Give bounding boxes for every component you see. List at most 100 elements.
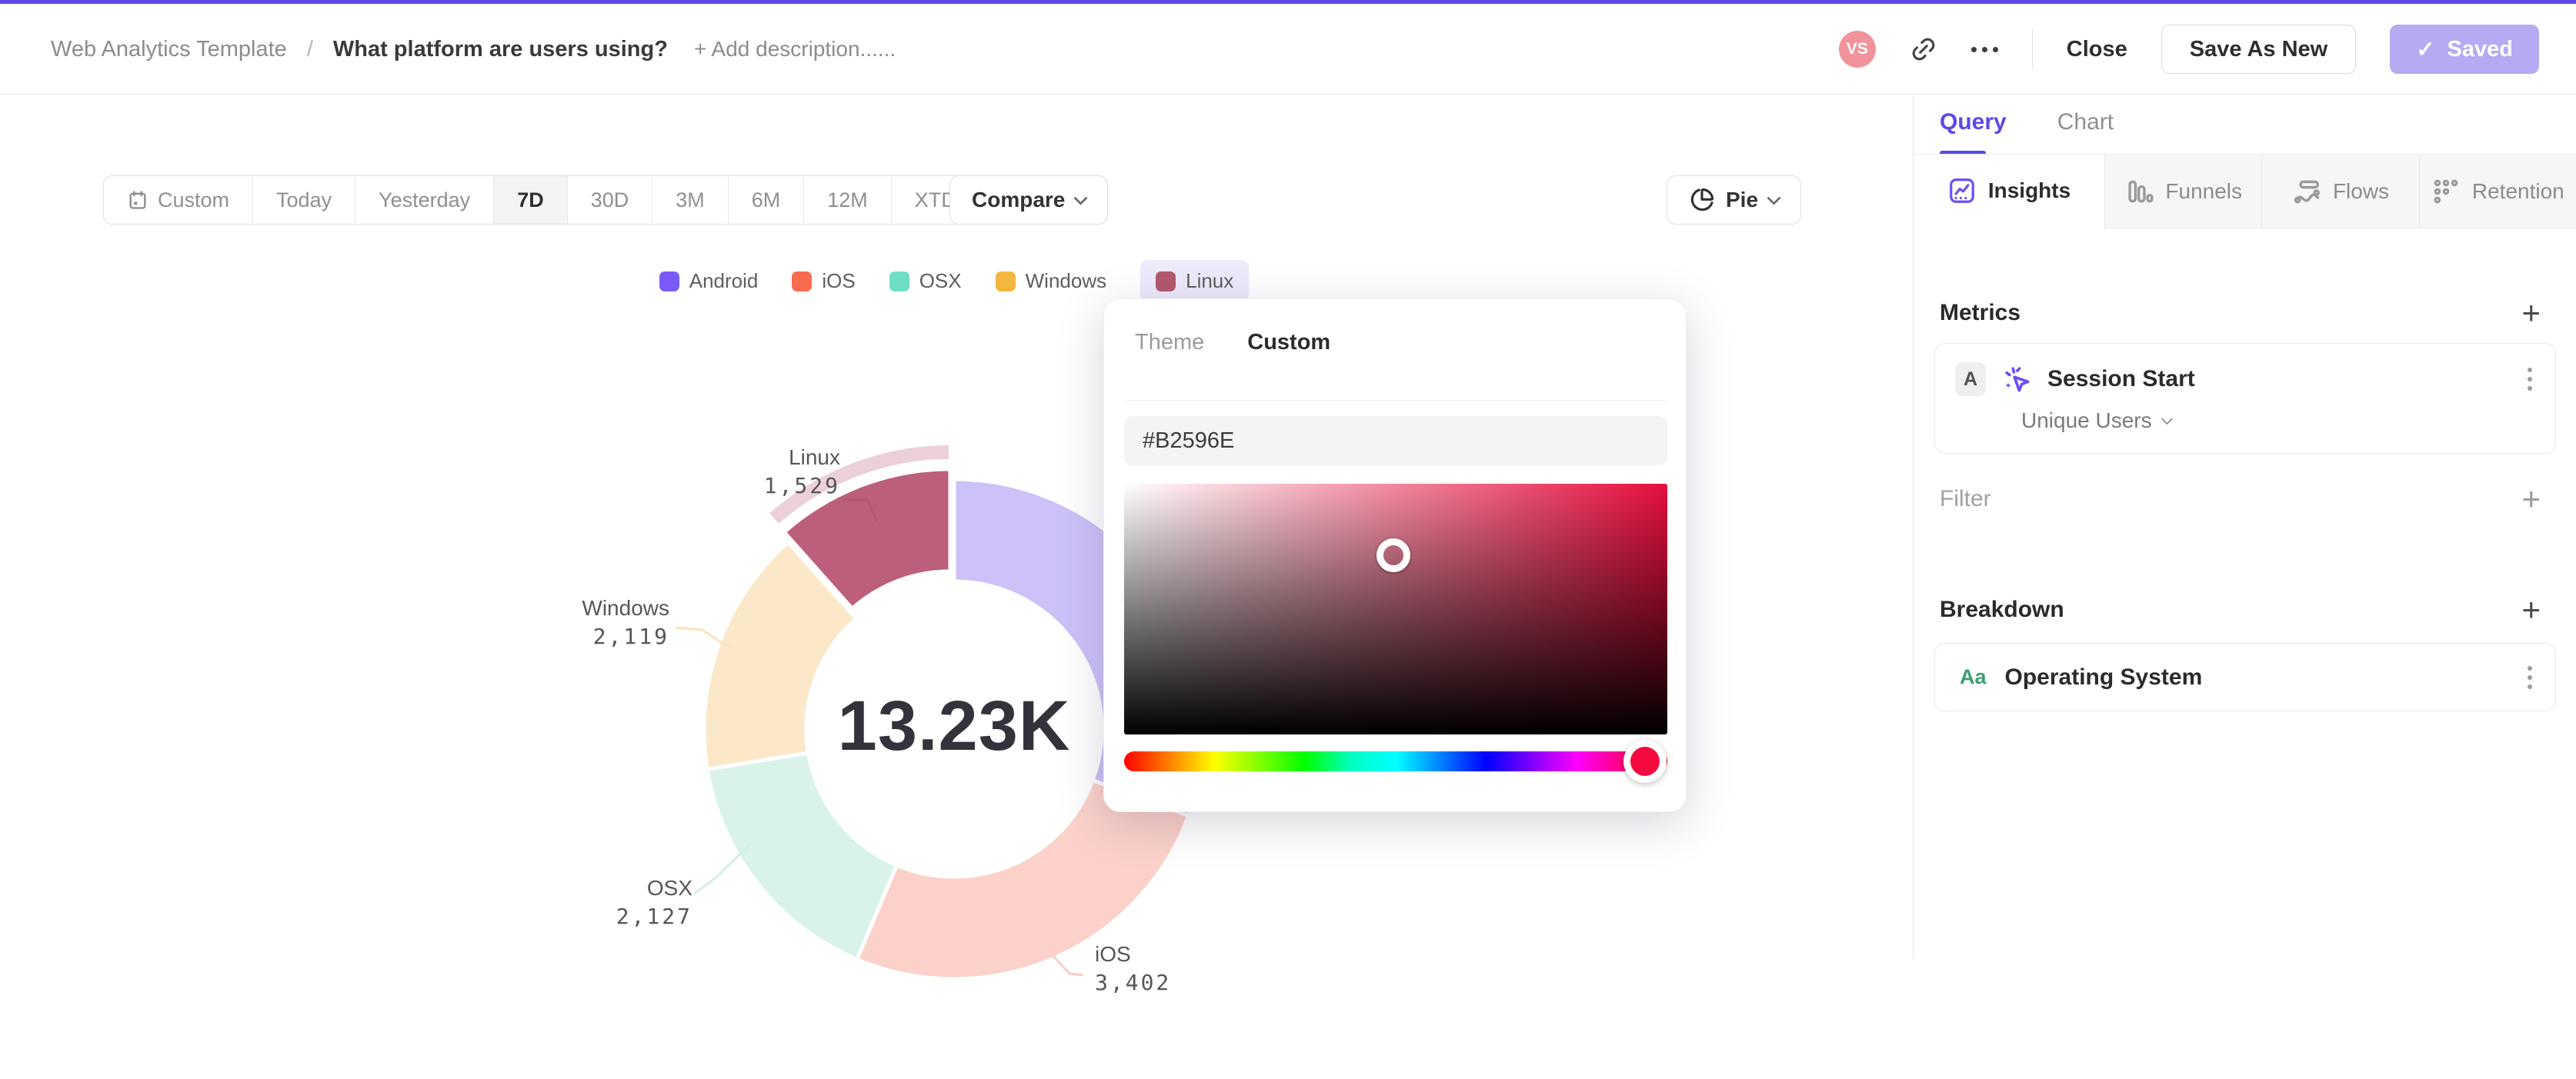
- tab-theme[interactable]: Theme: [1135, 330, 1205, 355]
- sidebar: Query Chart Insights Funnels Flows Retentio…: [1914, 95, 2576, 958]
- view-tab-retention[interactable]: Retention: [2418, 155, 2576, 228]
- metric-aggregation-label: Unique Users: [2021, 408, 2152, 432]
- callout-windows: Windows 2,119: [508, 594, 669, 651]
- hue-slider[interactable]: [1124, 740, 1667, 783]
- breakdown-card[interactable]: Aa Operating System: [1934, 643, 2556, 711]
- callout-name: OSX: [646, 876, 692, 900]
- header-actions: VS Close Save As New ✓ Saved: [1838, 4, 2539, 95]
- color-picker-tabs: Theme Custom: [1135, 330, 1330, 355]
- leader-line-osx: [693, 842, 752, 895]
- date-range-today[interactable]: Today: [253, 176, 356, 224]
- breadcrumb: Web Analytics Template / What platform a…: [51, 4, 896, 95]
- leader-line-windows: [675, 626, 732, 650]
- callout-value: 2,127: [616, 904, 692, 929]
- metrics-heading: Metrics: [1940, 300, 2021, 325]
- legend-item-osx[interactable]: OSX: [889, 260, 962, 302]
- legend-swatch: [1156, 271, 1176, 291]
- share-link-icon[interactable]: [1910, 35, 1937, 63]
- donut-chart: [608, 383, 1300, 1075]
- legend-item-windows[interactable]: Windows: [995, 260, 1106, 302]
- panel-divider: [1913, 95, 1914, 958]
- save-as-new-button[interactable]: Save As New: [2161, 25, 2357, 74]
- legend-item-linux[interactable]: Linux: [1140, 260, 1250, 302]
- callout-ios: iOS 3,402: [1095, 940, 1264, 997]
- metric-card[interactable]: A Session Start Unique Users: [1934, 343, 2556, 454]
- tab-query[interactable]: Query: [1940, 109, 2007, 155]
- date-range-30d[interactable]: 30D: [568, 176, 653, 224]
- tab-chart[interactable]: Chart: [2057, 109, 2114, 135]
- date-range-yesterday[interactable]: Yesterday: [355, 176, 495, 224]
- callout-name: iOS: [1095, 942, 1131, 966]
- legend-swatch: [792, 271, 813, 291]
- legend-item-ios[interactable]: iOS: [792, 260, 856, 302]
- callout-value: 3,402: [1095, 970, 1172, 995]
- breadcrumb-root-link[interactable]: Web Analytics Template: [51, 36, 287, 62]
- page-title[interactable]: What platform are users using?: [332, 36, 668, 62]
- chevron-down-icon: [1767, 190, 1781, 205]
- header-divider: [2031, 29, 2033, 69]
- slice-windows[interactable]: [702, 540, 858, 771]
- legend-label: OSX: [919, 269, 962, 292]
- picker-divider: [1124, 400, 1666, 401]
- chart-total-value: 13.23K: [837, 687, 1071, 765]
- add-metric-button[interactable]: +: [2521, 295, 2541, 331]
- more-options-icon[interactable]: [1970, 46, 1998, 52]
- tab-custom[interactable]: Custom: [1247, 330, 1331, 355]
- slice-linux[interactable]: [782, 467, 953, 611]
- legend-swatch: [995, 271, 1016, 291]
- metrics-section-header: Metrics +: [1940, 295, 2541, 331]
- highlight-halo: [765, 441, 952, 528]
- view-tabs: Insights Funnels Flows Retention: [1914, 155, 2576, 228]
- compare-label: Compare: [972, 188, 1066, 211]
- breakdown-name: Operating System: [2004, 664, 2203, 690]
- avatar[interactable]: VS: [1838, 31, 1876, 68]
- chart-type-button[interactable]: Pie: [1667, 175, 1802, 225]
- filter-section-header: Filter +: [1940, 481, 2541, 517]
- date-range-xtd[interactable]: XTD: [892, 176, 999, 224]
- metric-menu-icon[interactable]: [2524, 365, 2535, 394]
- top-accent-bar: [0, 0, 2576, 4]
- date-range-7d[interactable]: 7D: [494, 176, 568, 224]
- legend-swatch: [889, 271, 909, 291]
- leader-line-linux: [843, 498, 879, 523]
- breakdown-card-row: Aa Operating System: [1935, 644, 2555, 711]
- metric-aggregation-dropdown[interactable]: Unique Users: [1935, 396, 2555, 453]
- breakdown-heading: Breakdown: [1940, 597, 2064, 622]
- date-range-6m[interactable]: 6M: [729, 176, 805, 224]
- legend-item-android[interactable]: Android: [659, 260, 759, 302]
- hue-slider-handle[interactable]: [1623, 740, 1667, 783]
- callout-linux: Linux 1,529: [686, 443, 840, 500]
- chart-type-label: Pie: [1726, 188, 1759, 211]
- add-filter-button[interactable]: +: [2521, 481, 2541, 517]
- view-tab-flows[interactable]: Flows: [2261, 155, 2419, 228]
- add-breakdown-button[interactable]: +: [2521, 591, 2541, 628]
- view-tab-insights[interactable]: Insights: [1914, 155, 2105, 228]
- compare-button[interactable]: Compare: [949, 175, 1109, 225]
- add-description-button[interactable]: + Add description......: [693, 37, 896, 61]
- header: Web Analytics Template / What platform a…: [0, 4, 2576, 95]
- chart-legend: Android iOS OSX Windows Linux: [569, 260, 1339, 302]
- date-range-3m[interactable]: 3M: [652, 176, 729, 224]
- metric-name: Session Start: [2047, 366, 2195, 391]
- metric-letter-badge: A: [1955, 362, 1986, 396]
- view-tab-funnels[interactable]: Funnels: [2104, 155, 2262, 228]
- saturation-value-handle[interactable]: [1376, 538, 1410, 572]
- breakdown-section-header: Breakdown +: [1940, 591, 2541, 628]
- text-property-badge: Aa: [1960, 665, 1987, 688]
- callout-name: Linux: [789, 445, 840, 469]
- pie-chart-icon: [1689, 187, 1715, 213]
- legend-label: Android: [689, 269, 759, 292]
- chevron-down-icon: [2161, 412, 2173, 425]
- date-range-12m[interactable]: 12M: [804, 176, 892, 224]
- saturation-value-area[interactable]: [1124, 484, 1667, 734]
- color-picker-popup: Theme Custom: [1103, 298, 1687, 812]
- chevron-down-icon: [1073, 190, 1089, 205]
- saved-button[interactable]: ✓ Saved: [2390, 25, 2539, 74]
- date-range-custom[interactable]: Custom: [104, 176, 254, 224]
- date-range-selector: Custom Today Yesterday 7D 30D 3M 6M 12M XTD: [103, 175, 999, 225]
- click-event-icon: [2000, 362, 2034, 396]
- breakdown-menu-icon[interactable]: [2524, 663, 2535, 692]
- slice-osx[interactable]: [705, 751, 899, 961]
- hex-color-input[interactable]: [1124, 416, 1667, 465]
- close-button[interactable]: Close: [2066, 36, 2127, 62]
